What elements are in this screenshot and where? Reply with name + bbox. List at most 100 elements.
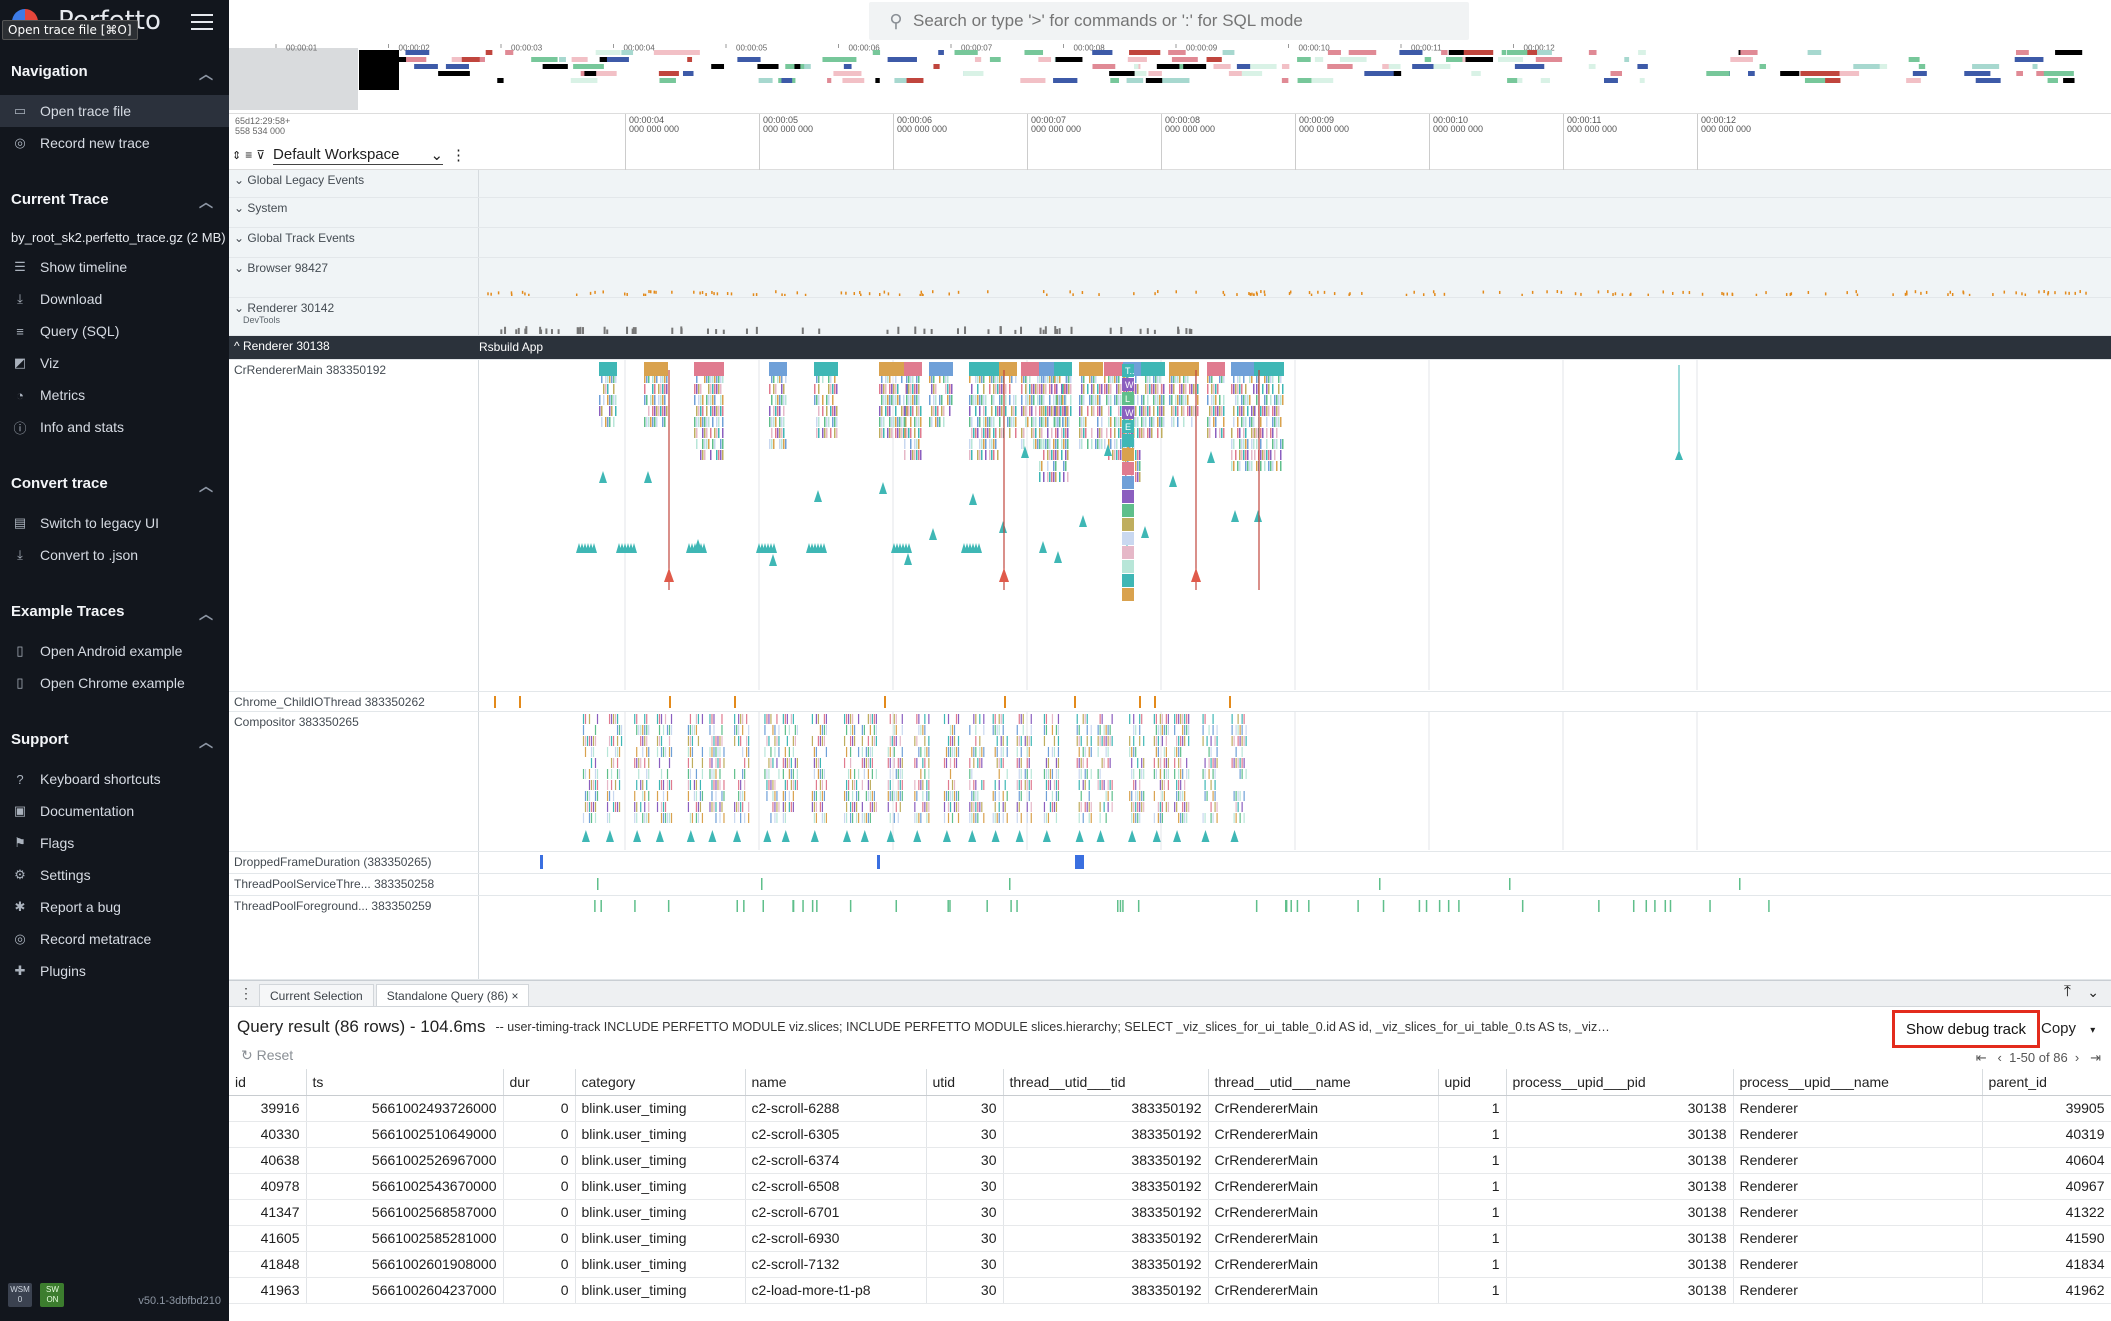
sidebar-item-docs[interactable]: ▣ Documentation	[13, 803, 135, 819]
section-title-convert[interactable]: Convert trace ︿	[11, 475, 213, 494]
sidebar-item-plugins[interactable]: ✚ Plugins	[0, 955, 229, 987]
track-label[interactable]: ^ Renderer 30138	[234, 339, 330, 353]
sidebar-item-flags[interactable]: ⚑ Flags	[0, 827, 229, 859]
track-compositor[interactable]: Compositor 383350265	[229, 712, 2111, 852]
track-label[interactable]: ⌄ Global Legacy Events	[234, 173, 365, 187]
prev-page-icon[interactable]: ‹	[1997, 1050, 2002, 1065]
last-page-icon[interactable]: ⇥	[2090, 1050, 2101, 1065]
reset-button[interactable]: ↻ Reset	[241, 1047, 294, 1063]
table-row[interactable]: 40638 5661002526967000 0 blink.user_timing c…	[229, 1147, 2111, 1174]
chevron-down-icon[interactable]: ⌄	[2087, 984, 2099, 1000]
show-debug-track-button[interactable]: Show debug track	[1892, 1010, 2040, 1048]
track-threadpool-foreground[interactable]: ThreadPoolForeground... 383350259	[229, 896, 2111, 980]
table-row[interactable]: 41605 5661002585281000 0 blink.user_timing c…	[229, 1225, 2111, 1252]
track-dropped-frames[interactable]: DroppedFrameDuration (383350265)	[229, 852, 2111, 874]
track-label[interactable]: ⌄ Global Track Events	[234, 231, 355, 245]
sidebar-item-download[interactable]: ⤓ Download	[0, 283, 229, 315]
column-header[interactable]: id	[229, 1069, 307, 1096]
maximize-icon[interactable]: ⤒	[2063, 983, 2071, 1000]
track-label[interactable]: ⌄ Browser 98427	[234, 261, 329, 275]
section-title-current-trace[interactable]: Current Trace ︿	[11, 191, 213, 210]
column-header[interactable]: process__upid___pid	[1506, 1069, 1734, 1096]
track-childio[interactable]: Chrome_ChildIOThread 383350262	[229, 692, 2111, 712]
table-row[interactable]: 40978 5661002543670000 0 blink.user_timing c…	[229, 1173, 2111, 1200]
chevron-up-icon[interactable]: ︿	[199, 66, 213, 82]
track-threadpool-service[interactable]: ThreadPoolServiceThre... 383350258	[229, 874, 2111, 896]
track-area[interactable]: ⌄ Global Legacy Events ⌄ System ⌄ Global…	[229, 170, 2111, 980]
track-label[interactable]: ⌄ System	[234, 201, 288, 215]
chevron-up-icon[interactable]: ︿	[199, 606, 213, 622]
threadpool-foreground-slices[interactable]	[479, 896, 2111, 916]
sidebar-item-metatrace[interactable]: ◎ Record metatrace	[0, 923, 229, 955]
list-icon[interactable]: ≡	[245, 148, 253, 162]
section-title-navigation[interactable]: Navigation ︿	[11, 63, 213, 82]
column-header[interactable]: dur	[503, 1069, 576, 1096]
track-global-track-events[interactable]: ⌄ Global Track Events	[229, 228, 2111, 258]
sidebar-item-timeline[interactable]: ☰ Show timeline	[0, 251, 229, 283]
sidebar-item-chrome-example[interactable]: ▯ Open Chrome example	[0, 667, 229, 699]
track-label[interactable]: CrRendererMain 383350192	[234, 363, 387, 377]
chevron-up-icon[interactable]: ︿	[199, 194, 213, 210]
sidebar-item-android-example[interactable]: ▯ Open Android example	[0, 635, 229, 667]
sidebar-item-open-trace[interactable]: ▭ Open trace file	[0, 95, 229, 127]
sidebar-item-metrics[interactable]: ◔ Metrics	[0, 379, 229, 411]
sidebar-item-info[interactable]: ⓘ Info and stats	[13, 419, 125, 436]
table-row[interactable]: 40330 5661002510649000 0 blink.user_timing c…	[229, 1121, 2111, 1148]
sw-indicator[interactable]: SW ON	[40, 1283, 65, 1307]
track-crrenderermain[interactable]: CrRendererMain 383350192 T.. W L W E	[229, 360, 2111, 692]
compositor-slices[interactable]	[479, 712, 2111, 850]
sidebar-item-report-bug[interactable]: ✱ Report a bug	[0, 891, 229, 923]
track-label[interactable]: ThreadPoolForeground... 383350259	[234, 899, 432, 913]
next-page-icon[interactable]: ›	[2074, 1050, 2080, 1065]
threadpool-service-slices[interactable]	[479, 874, 2111, 894]
section-title-examples[interactable]: Example Traces ︿	[11, 603, 213, 622]
table-row[interactable]: 41848 5661002601908000 0 blink.user_timing c…	[229, 1251, 2111, 1278]
omnibox[interactable]: ⚲	[869, 2, 1469, 40]
section-title-support[interactable]: Support ︿	[11, 731, 213, 750]
sidebar-item-query[interactable]: ≡ Query (SQL)	[0, 315, 229, 347]
dropped-frame-slices[interactable]	[479, 852, 2111, 872]
column-header[interactable]: name	[745, 1069, 927, 1096]
column-header[interactable]: parent_id	[1982, 1069, 2111, 1096]
time-axis[interactable]: 65d12:29:58+ 558 534 000 00:00:04 000 000 …	[229, 114, 2111, 170]
overview-canvas[interactable]: 00:00:01 00:00:02 00:00:03 00:00:04 00:00:05…	[229, 44, 2111, 114]
close-icon[interactable]: ×	[511, 989, 519, 1003]
column-header[interactable]: thread__utid___name	[1208, 1069, 1439, 1096]
column-header[interactable]: ts	[306, 1069, 504, 1096]
sidebar-item-settings[interactable]: ⚙ Settings	[0, 859, 229, 891]
track-label[interactable]: Compositor 383350265	[234, 715, 359, 729]
track-label[interactable]: Chrome_ChildIOThread 383350262	[234, 695, 425, 709]
first-page-icon[interactable]: ⇤	[1975, 1050, 1987, 1065]
tab-standalone-query[interactable]: Standalone Query (86) ×	[375, 984, 530, 1006]
track-label[interactable]: ThreadPoolServiceThre... 383350258	[234, 877, 435, 891]
track-browser[interactable]: ⌄ Browser 98427	[229, 258, 2111, 298]
childio-slices[interactable]	[479, 692, 2111, 710]
table-row[interactable]: 39916 5661002493726000 0 blink.user_timing c…	[229, 1095, 2111, 1122]
collapse-all-icon[interactable]: ⇕	[232, 149, 242, 162]
table-row[interactable]: 41963 5661002604237000 0 blink.user_timing c…	[229, 1277, 2111, 1304]
sidebar-item-record[interactable]: ◎ Record new trace	[0, 127, 229, 159]
hamburger-menu-icon[interactable]	[191, 14, 213, 30]
column-header[interactable]: upid	[1438, 1069, 1507, 1096]
wsm-indicator[interactable]: WSM 0	[8, 1283, 32, 1307]
chevron-up-icon[interactable]: ︿	[199, 734, 213, 750]
track-global-legacy[interactable]: ⌄ Global Legacy Events	[229, 170, 2111, 198]
chevron-up-icon[interactable]: ︿	[199, 478, 213, 494]
column-header[interactable]: category	[575, 1069, 746, 1096]
drag-handle-icon[interactable]: ⋮	[239, 985, 253, 1001]
tab-current-selection[interactable]: Current Selection	[259, 984, 374, 1006]
column-header[interactable]: thread__utid___tid	[1003, 1069, 1209, 1096]
column-header[interactable]: utid	[926, 1069, 1004, 1096]
search-input[interactable]	[911, 10, 1451, 32]
sidebar-item-shortcuts[interactable]: ? Keyboard shortcuts	[0, 763, 229, 795]
more-vert-icon[interactable]: ⋮	[451, 147, 467, 164]
track-label[interactable]: ⌄ Renderer 30142	[234, 301, 335, 315]
overview-timeline[interactable]: 00:00:01 00:00:02 00:00:03 00:00:04 00:00:05…	[229, 44, 2111, 114]
copy-button[interactable]: Copy ▾	[2041, 1020, 2096, 1037]
track-renderer-30138[interactable]: ^ Renderer 30138 Rsbuild App	[229, 336, 2111, 360]
sidebar-item-viz[interactable]: ◩ Viz	[13, 355, 60, 371]
track-system[interactable]: ⌄ System	[229, 198, 2111, 228]
workspace-select[interactable]: Default Workspace ⌄	[273, 145, 444, 165]
track-renderer-30142[interactable]: ⌄ Renderer 30142 DevTools	[229, 298, 2111, 336]
